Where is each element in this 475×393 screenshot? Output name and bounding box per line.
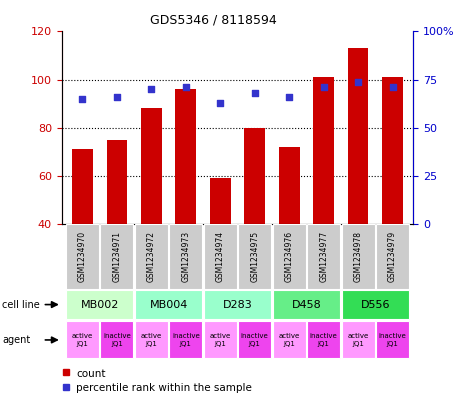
Text: GSM1234976: GSM1234976 bbox=[285, 231, 294, 282]
Bar bbox=[100, 321, 133, 358]
Bar bbox=[382, 77, 403, 224]
Bar bbox=[135, 321, 168, 358]
Bar bbox=[204, 321, 237, 358]
Bar bbox=[376, 321, 409, 358]
Text: active
JQ1: active JQ1 bbox=[141, 333, 162, 347]
Bar bbox=[106, 140, 127, 224]
Point bbox=[113, 94, 121, 100]
Bar bbox=[66, 290, 133, 319]
Point bbox=[320, 84, 327, 90]
Text: MB004: MB004 bbox=[150, 299, 188, 310]
Bar bbox=[204, 224, 237, 289]
Text: GDS5346 / 8118594: GDS5346 / 8118594 bbox=[151, 14, 277, 27]
Text: GSM1234977: GSM1234977 bbox=[319, 231, 328, 282]
Bar bbox=[135, 290, 202, 319]
Text: GSM1234970: GSM1234970 bbox=[78, 231, 87, 282]
Bar bbox=[273, 321, 306, 358]
Text: inactive
JQ1: inactive JQ1 bbox=[172, 333, 200, 347]
Bar bbox=[342, 290, 409, 319]
Text: GSM1234978: GSM1234978 bbox=[353, 231, 362, 282]
Point bbox=[217, 99, 224, 106]
Text: cell line: cell line bbox=[2, 299, 40, 310]
Bar bbox=[175, 89, 196, 224]
Point bbox=[389, 84, 396, 90]
Bar bbox=[66, 321, 99, 358]
Text: active
JQ1: active JQ1 bbox=[209, 333, 231, 347]
Text: inactive
JQ1: inactive JQ1 bbox=[103, 333, 131, 347]
Text: active
JQ1: active JQ1 bbox=[72, 333, 93, 347]
Bar bbox=[238, 224, 271, 289]
Text: GSM1234972: GSM1234972 bbox=[147, 231, 156, 282]
Bar bbox=[100, 224, 133, 289]
Bar bbox=[204, 290, 271, 319]
Bar bbox=[342, 224, 375, 289]
Text: GSM1234973: GSM1234973 bbox=[181, 231, 190, 282]
Bar bbox=[342, 321, 375, 358]
Bar bbox=[314, 77, 334, 224]
Text: count: count bbox=[76, 369, 105, 379]
Bar bbox=[273, 290, 340, 319]
Bar bbox=[273, 224, 306, 289]
Bar bbox=[307, 224, 340, 289]
Text: D458: D458 bbox=[292, 299, 321, 310]
Point bbox=[354, 78, 362, 84]
Text: GSM1234974: GSM1234974 bbox=[216, 231, 225, 282]
Text: GSM1234971: GSM1234971 bbox=[113, 231, 122, 282]
Bar bbox=[279, 147, 300, 224]
Point bbox=[79, 95, 86, 102]
Bar bbox=[238, 321, 271, 358]
Text: percentile rank within the sample: percentile rank within the sample bbox=[76, 383, 252, 393]
Text: inactive
JQ1: inactive JQ1 bbox=[241, 333, 268, 347]
Point bbox=[182, 84, 190, 90]
Text: inactive
JQ1: inactive JQ1 bbox=[310, 333, 338, 347]
Bar bbox=[141, 108, 162, 224]
Text: active
JQ1: active JQ1 bbox=[348, 333, 369, 347]
Point bbox=[148, 86, 155, 92]
Bar bbox=[169, 224, 202, 289]
Text: active
JQ1: active JQ1 bbox=[278, 333, 300, 347]
Bar bbox=[72, 149, 93, 224]
Bar bbox=[348, 48, 369, 224]
Text: D556: D556 bbox=[361, 299, 390, 310]
Bar bbox=[169, 321, 202, 358]
Text: agent: agent bbox=[2, 335, 30, 345]
Bar bbox=[210, 178, 230, 224]
Point bbox=[285, 94, 293, 100]
Bar bbox=[66, 224, 99, 289]
Bar bbox=[245, 128, 265, 224]
Text: D283: D283 bbox=[223, 299, 252, 310]
Point bbox=[251, 90, 258, 96]
Bar bbox=[135, 224, 168, 289]
Bar bbox=[307, 321, 340, 358]
Text: MB002: MB002 bbox=[80, 299, 119, 310]
Text: GSM1234975: GSM1234975 bbox=[250, 231, 259, 282]
Bar bbox=[376, 224, 409, 289]
Text: GSM1234979: GSM1234979 bbox=[388, 231, 397, 282]
Text: inactive
JQ1: inactive JQ1 bbox=[379, 333, 407, 347]
